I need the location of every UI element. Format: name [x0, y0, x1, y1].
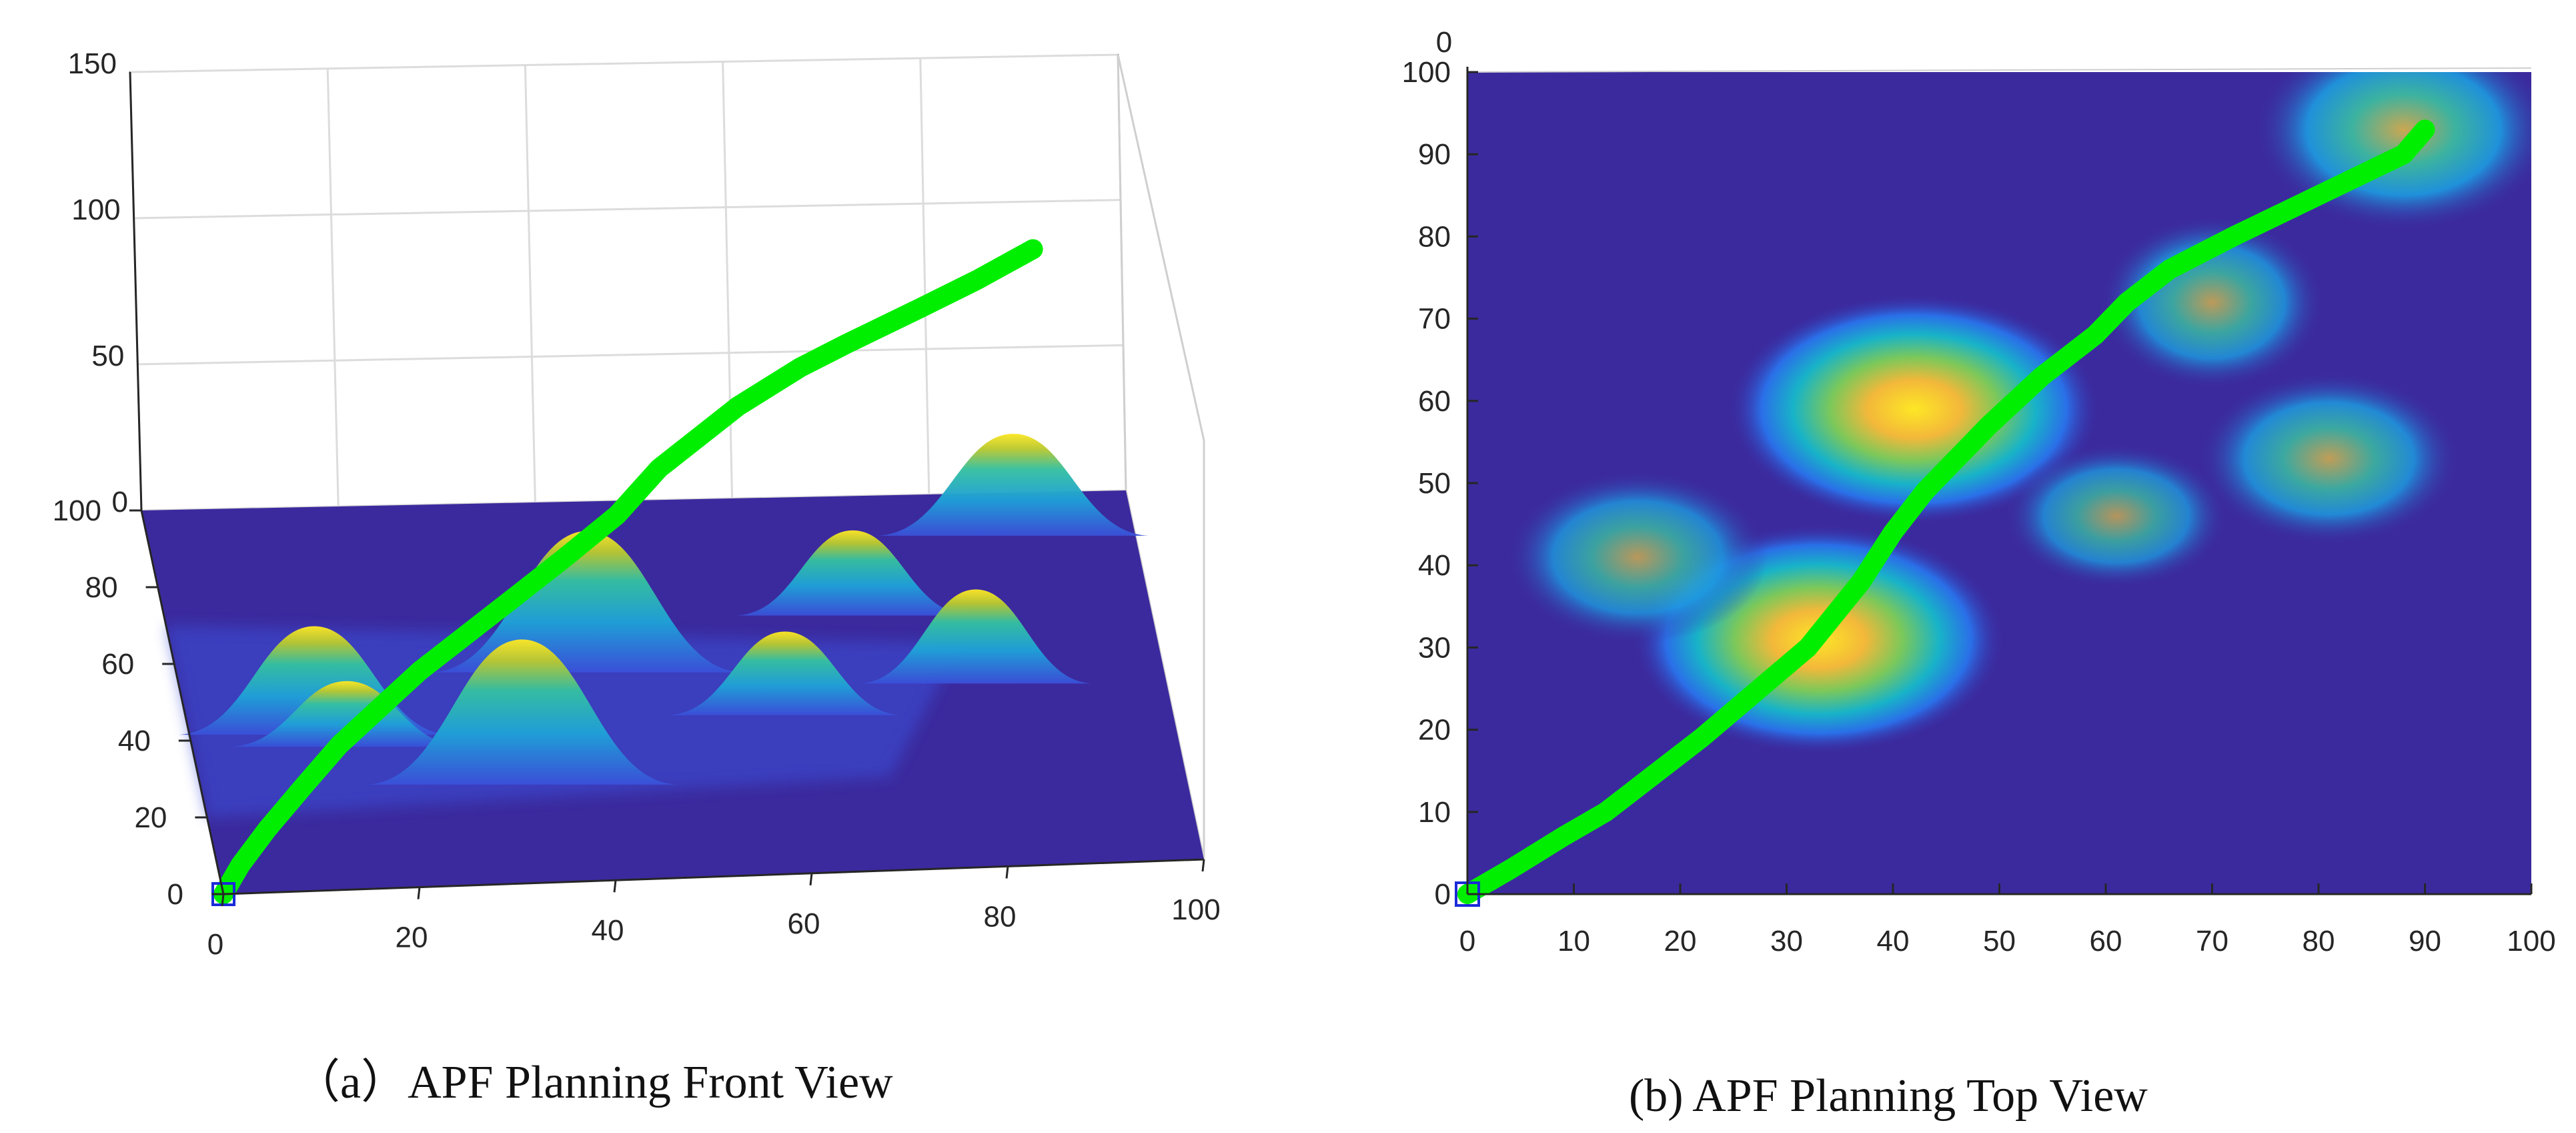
x-tick-label: 50: [1983, 925, 2016, 958]
y-tick-label: 90: [1418, 138, 1451, 171]
z-tick-label: 150: [68, 47, 117, 80]
heat-hotspot: [2004, 444, 2228, 589]
x-tick-label: 30: [1770, 925, 1803, 958]
y-tick-label: 60: [1418, 385, 1451, 418]
x-tick-label: 70: [2196, 925, 2228, 958]
z-gridline: [137, 344, 1124, 366]
top-edge: [1467, 67, 2532, 73]
x-tick-label: 0: [1459, 925, 1475, 958]
y-tick-label: 100: [53, 494, 101, 527]
axis-ticks: 0 20 40 60 80 100 0 20 40 60 80 100 0 50 100 150: [53, 47, 1221, 961]
heat-hotspot: [2100, 216, 2324, 389]
surface-peak: [367, 639, 677, 785]
y-tick-label: 60: [101, 648, 134, 681]
heat-hotspot: [1728, 294, 2101, 524]
x-tick-mark: [1005, 866, 1009, 879]
z-tick-label: 50: [91, 340, 124, 372]
x-tick-mark: [417, 887, 421, 899]
y-tick-label: 50: [1418, 467, 1451, 500]
y-tick-label: 100: [1402, 56, 1451, 89]
y-tick-label: 20: [1418, 714, 1451, 747]
axis-ticks: 0 10 20 30 40 50 60 70 80 90 100010203040506070809…: [1402, 26, 2556, 958]
surface-peak: [668, 631, 901, 715]
path-line: [1457, 119, 2435, 904]
y-tick-label: 30: [1418, 631, 1451, 664]
heat-hotspot: [1507, 470, 1768, 644]
z-tick-label: 100: [71, 194, 120, 226]
x-tick-label: 20: [396, 921, 428, 954]
z-tick-label: 0: [112, 486, 128, 518]
x-tick-label: 90: [2409, 925, 2441, 958]
surface-peak: [860, 589, 1093, 684]
top-view-panel: 0 10 20 30 40 50 60 70 80 90 100010203040506070809…: [1402, 26, 2556, 958]
x-tick-label: 20: [1664, 925, 1697, 958]
y-axis-line: [140, 510, 225, 895]
y-tick-label: 40: [118, 725, 151, 757]
x-gridline: [919, 58, 930, 495]
side-wall: [1117, 54, 1205, 860]
y-tick-label: 0: [1435, 878, 1451, 911]
axes-box: [129, 53, 1205, 860]
caption-top-view: (b) APF Planning Top View: [1629, 1070, 2148, 1122]
y-tick-label: 20: [134, 801, 167, 834]
x-tick-label: 10: [1557, 925, 1590, 958]
heat-hotspot: [2198, 372, 2460, 545]
x-tick-mark: [809, 873, 813, 885]
x-tick-label: 40: [1877, 925, 1910, 958]
x-tick-mark: [1201, 859, 1205, 872]
x-tick-mark: [613, 880, 617, 893]
caption-front-view: （a）APF Planning Front View: [293, 1057, 893, 1108]
corner-label: 0: [1436, 26, 1452, 59]
path-line: [213, 239, 1043, 904]
y-tick-label: 80: [1418, 220, 1451, 253]
z-axis-line: [129, 71, 143, 511]
y-tick-label: 10: [1418, 796, 1451, 829]
y-tick-label: 0: [167, 878, 183, 911]
x-tick-label: 60: [788, 907, 820, 940]
x-gridline: [524, 65, 536, 503]
x-tick-label: 80: [2303, 925, 2335, 958]
x-gridline: [326, 68, 340, 507]
x-tick-label: 60: [2090, 925, 2122, 958]
x-tick-label: 80: [984, 900, 1017, 933]
x-tick-label: 100: [1171, 893, 1220, 926]
z-gridline: [133, 199, 1121, 220]
x-tick-label: 40: [592, 914, 624, 947]
x-axis-line: [223, 858, 1205, 895]
front-view-panel: 0 20 40 60 80 100 0 20 40 60 80 100 0 50 100 150: [53, 47, 1221, 961]
x-tick-label: 100: [2507, 925, 2555, 958]
surface-peak: [878, 434, 1149, 536]
z-gridline: [129, 53, 1119, 73]
surface-peak: [736, 530, 969, 616]
y-tick-label: 70: [1418, 303, 1451, 336]
y-tick-label: 40: [1418, 549, 1451, 582]
x-gridline: [722, 61, 734, 499]
surface-peak: [432, 530, 742, 673]
x-tick-label: 0: [207, 928, 223, 961]
x-tick-mark: [221, 893, 225, 907]
surface-peak: [231, 681, 464, 747]
y-tick-label: 80: [85, 571, 118, 604]
